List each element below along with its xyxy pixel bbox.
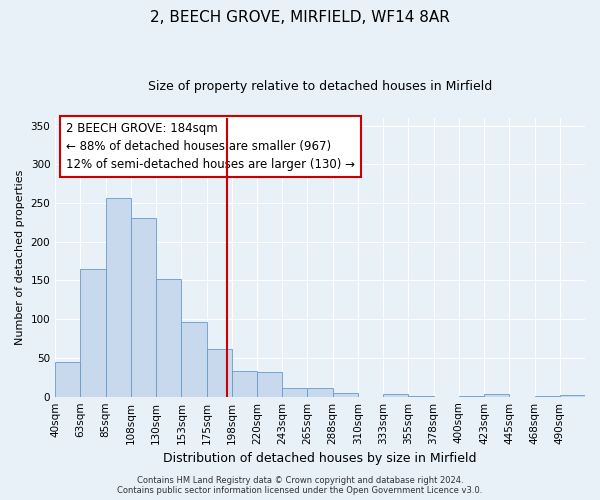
Bar	[257, 372, 282, 396]
Bar	[232, 371, 257, 396]
Bar	[106, 198, 131, 396]
Bar	[80, 269, 106, 396]
Bar	[484, 394, 509, 396]
Bar	[131, 218, 156, 396]
Bar	[206, 350, 232, 397]
X-axis label: Distribution of detached houses by size in Mirfield: Distribution of detached houses by size …	[163, 452, 477, 465]
Text: 2 BEECH GROVE: 184sqm
← 88% of detached houses are smaller (967)
12% of semi-det: 2 BEECH GROVE: 184sqm ← 88% of detached …	[66, 122, 355, 171]
Text: Contains HM Land Registry data © Crown copyright and database right 2024.
Contai: Contains HM Land Registry data © Crown c…	[118, 476, 482, 495]
Bar	[560, 395, 585, 396]
Bar	[156, 279, 181, 396]
Bar	[282, 388, 307, 396]
Bar	[307, 388, 332, 396]
Y-axis label: Number of detached properties: Number of detached properties	[15, 170, 25, 345]
Bar	[383, 394, 409, 396]
Title: Size of property relative to detached houses in Mirfield: Size of property relative to detached ho…	[148, 80, 492, 93]
Text: 2, BEECH GROVE, MIRFIELD, WF14 8AR: 2, BEECH GROVE, MIRFIELD, WF14 8AR	[150, 10, 450, 25]
Bar	[181, 322, 206, 396]
Bar	[55, 362, 80, 396]
Bar	[332, 393, 358, 396]
